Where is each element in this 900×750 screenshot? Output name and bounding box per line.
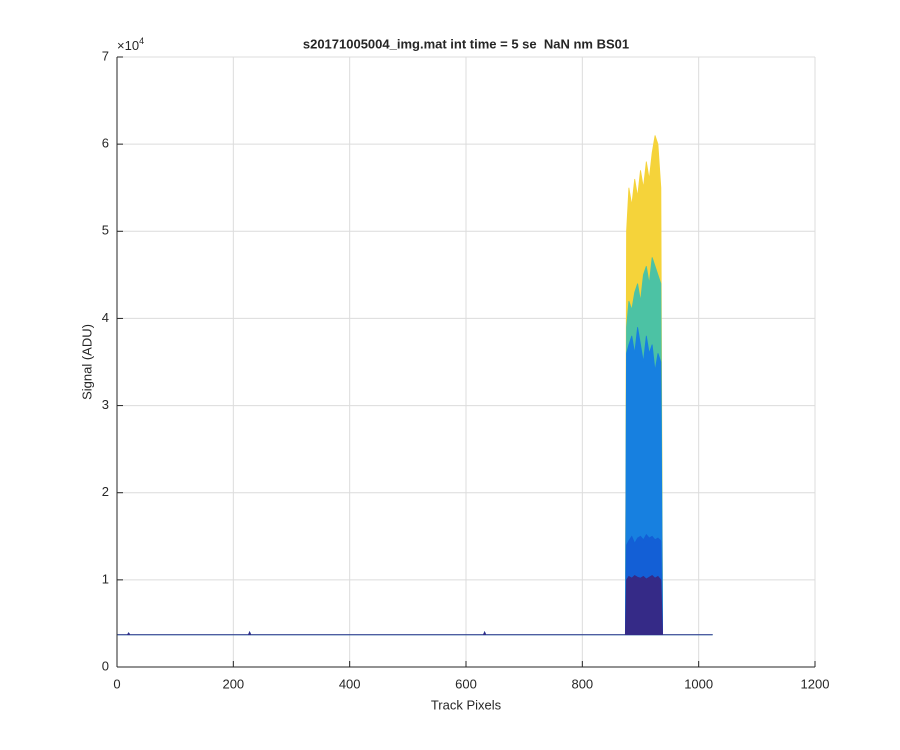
area-series bbox=[117, 257, 713, 636]
y-tick-label: 4 bbox=[102, 310, 109, 325]
chart-title: s20171005004_img.mat int time = 5 se NaN… bbox=[303, 36, 629, 51]
x-tick-label: 1200 bbox=[801, 676, 830, 691]
y-multiplier-base: ×10 bbox=[117, 38, 139, 53]
y-tick-label: 7 bbox=[102, 48, 109, 63]
y-tick-label: 6 bbox=[102, 136, 109, 151]
x-axis-label: Track Pixels bbox=[431, 697, 502, 712]
x-tick-label: 600 bbox=[455, 676, 477, 691]
x-tick-label: 1000 bbox=[684, 676, 713, 691]
area-series bbox=[117, 533, 713, 636]
x-tick-label: 200 bbox=[222, 676, 244, 691]
area-series bbox=[117, 135, 713, 636]
area-series bbox=[117, 575, 713, 636]
y-tick-label: 0 bbox=[102, 658, 109, 673]
y-tick-label: 3 bbox=[102, 397, 109, 412]
y-tick-label: 5 bbox=[102, 223, 109, 238]
y-multiplier: ×104 bbox=[117, 36, 144, 53]
y-tick-label: 2 bbox=[102, 484, 109, 499]
y-multiplier-exponent: 4 bbox=[139, 36, 144, 46]
x-tick-label: 400 bbox=[339, 676, 361, 691]
x-tick-label: 800 bbox=[571, 676, 593, 691]
y-axis-label: Signal (ADU) bbox=[79, 324, 94, 400]
x-tick-label: 0 bbox=[113, 676, 120, 691]
area-series bbox=[117, 327, 713, 636]
y-tick-label: 1 bbox=[102, 571, 109, 586]
